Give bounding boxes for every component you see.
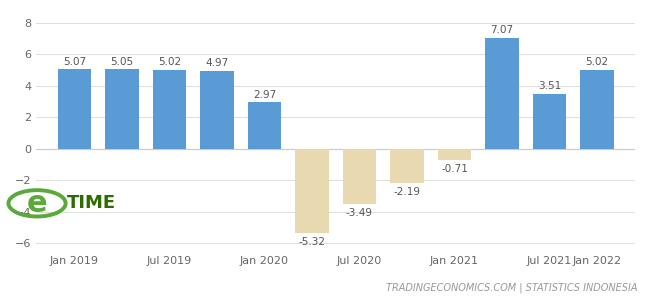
Text: TIME: TIME [67,194,116,212]
Text: -0.71: -0.71 [441,164,468,174]
Text: e: e [27,189,47,218]
Text: 5.02: 5.02 [586,57,608,68]
Bar [200,71,233,149]
Text: 5.07: 5.07 [63,57,86,67]
Bar [486,37,519,149]
Text: -2.19: -2.19 [393,187,421,197]
Bar [580,70,614,149]
Text: -3.49: -3.49 [346,208,373,218]
Text: 5.02: 5.02 [158,57,181,68]
Bar [153,70,186,149]
Bar [105,69,138,149]
Bar [390,149,424,183]
Bar [248,102,281,149]
Text: 5.05: 5.05 [111,57,133,67]
Text: 3.51: 3.51 [538,81,561,91]
Bar [58,69,91,149]
Bar [438,149,471,160]
Text: 4.97: 4.97 [205,58,229,68]
Bar [533,94,566,149]
Bar [295,149,328,233]
Bar [343,149,376,204]
Text: 7.07: 7.07 [490,25,514,35]
Text: TRADINGECONOMICS.COM | STATISTICS INDONESIA: TRADINGECONOMICS.COM | STATISTICS INDONE… [385,283,637,293]
Text: 2.97: 2.97 [253,90,276,100]
Text: -5.32: -5.32 [298,237,326,247]
